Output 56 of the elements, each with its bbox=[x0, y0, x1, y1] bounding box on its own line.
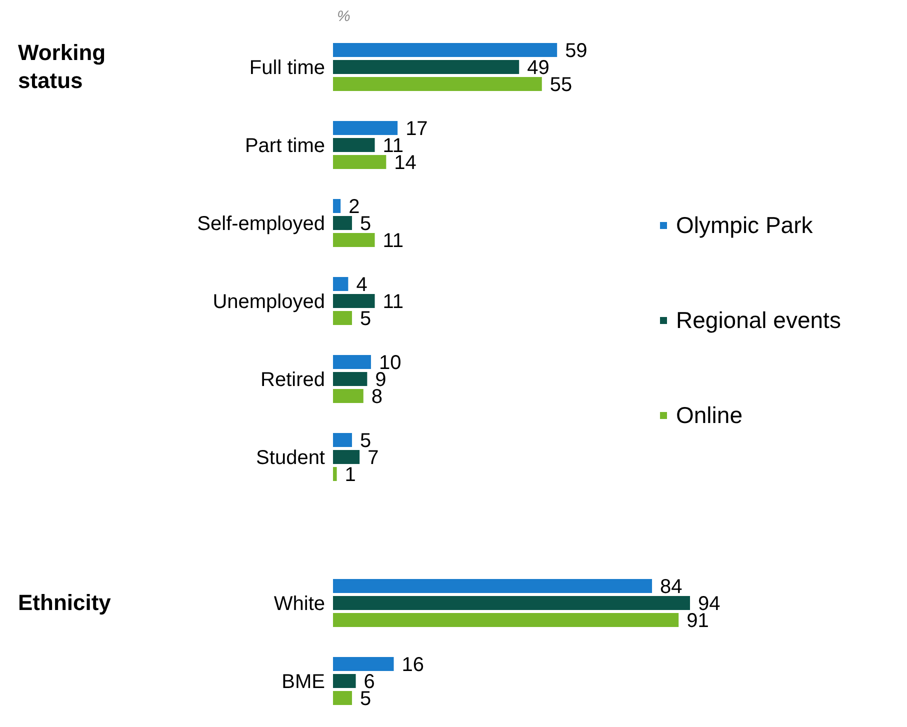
bar bbox=[333, 596, 690, 610]
bar bbox=[333, 674, 356, 688]
bar bbox=[333, 372, 368, 386]
bar bbox=[333, 60, 520, 74]
bar bbox=[333, 277, 348, 291]
data-label: 16 bbox=[402, 654, 424, 676]
data-label: 14 bbox=[394, 152, 416, 174]
data-label: 11 bbox=[382, 291, 404, 314]
bar bbox=[333, 450, 360, 464]
y-tick-label: Retired bbox=[260, 369, 325, 392]
bar bbox=[333, 77, 542, 91]
bar bbox=[333, 433, 352, 447]
bar bbox=[333, 579, 652, 593]
data-label: 2 bbox=[348, 196, 360, 218]
bar bbox=[333, 43, 558, 57]
data-label: 84 bbox=[660, 576, 682, 598]
bar bbox=[333, 355, 371, 369]
bar bbox=[333, 138, 375, 152]
data-label: 55 bbox=[550, 74, 572, 96]
bar bbox=[333, 467, 337, 481]
y-tick-label: Unemployed bbox=[212, 291, 325, 314]
data-label: 5 bbox=[360, 213, 372, 236]
bar bbox=[333, 657, 394, 671]
data-label: 8 bbox=[371, 386, 383, 408]
y-tick-label: Student bbox=[256, 447, 326, 470]
bar bbox=[333, 691, 352, 705]
y-axis-title: Working status bbox=[18, 39, 107, 95]
bar bbox=[333, 199, 341, 213]
y-tick-label: Full time bbox=[249, 57, 325, 80]
data-label: 59 bbox=[565, 40, 588, 62]
data-label: 49 bbox=[527, 57, 550, 80]
data-label: 91 bbox=[686, 610, 709, 632]
data-label: 4 bbox=[356, 274, 368, 296]
data-label: 1 bbox=[344, 464, 356, 486]
y-tick-label: Self-employed bbox=[197, 213, 325, 236]
bar bbox=[333, 294, 375, 308]
y-tick-label: Part time bbox=[244, 135, 325, 158]
legend-label: Regional events bbox=[676, 307, 841, 334]
legend-label: Online bbox=[676, 402, 742, 429]
x-axis-title: % bbox=[337, 8, 350, 25]
bar bbox=[333, 233, 375, 247]
legend-label: Olympic Park bbox=[676, 212, 813, 239]
y-axis-title: Ethnicity bbox=[18, 589, 112, 617]
bar bbox=[333, 389, 364, 403]
bar bbox=[333, 216, 352, 230]
data-label: 5 bbox=[360, 308, 372, 330]
data-label: 5 bbox=[360, 688, 372, 710]
data-label: 7 bbox=[368, 447, 379, 470]
y-tick-label: White bbox=[274, 593, 325, 616]
data-label: 17 bbox=[406, 118, 428, 140]
bar bbox=[333, 613, 679, 627]
data-label: 11 bbox=[382, 230, 404, 252]
bar bbox=[333, 155, 386, 169]
bar bbox=[333, 121, 398, 135]
y-tick-label: BME bbox=[282, 671, 325, 694]
bar bbox=[333, 311, 352, 325]
